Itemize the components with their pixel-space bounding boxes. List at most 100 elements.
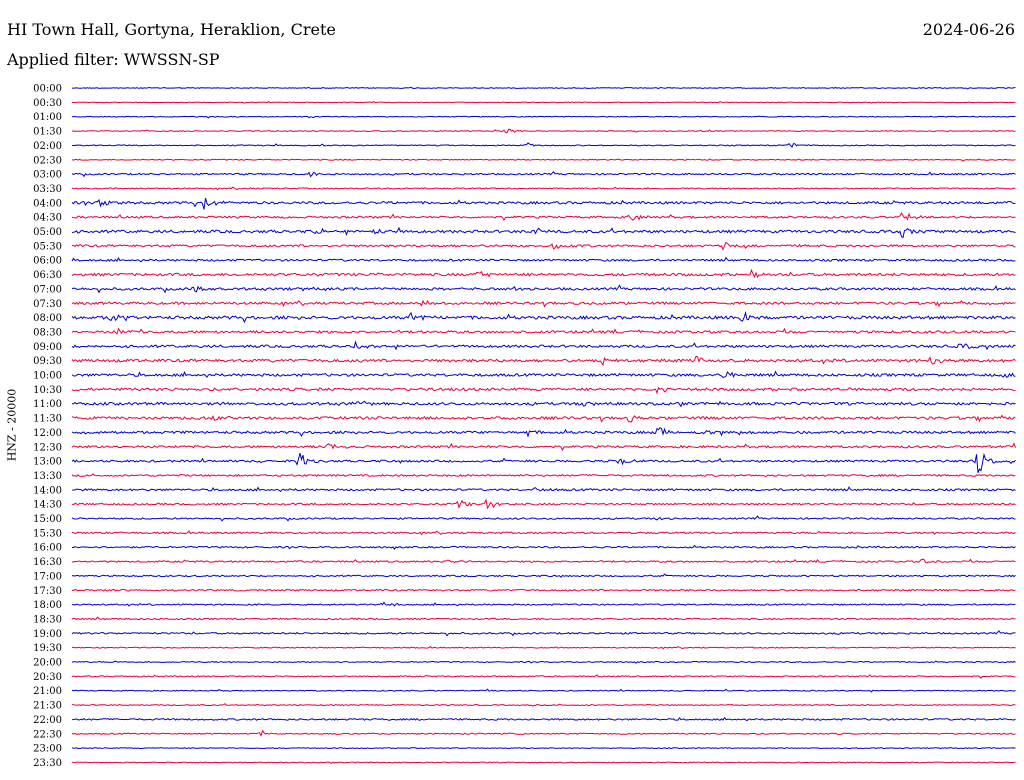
row-label: 07:00: [33, 284, 62, 295]
row-label: 04:00: [33, 198, 62, 209]
row-label: 13:00: [33, 457, 62, 468]
row-label: 11:00: [33, 399, 62, 410]
trace-row-0900: [71, 340, 1016, 351]
trace-row-2130: [71, 703, 1016, 707]
trace-row-0200: [71, 142, 1016, 149]
row-label: 23:00: [33, 744, 62, 755]
trace-row-1300: [71, 452, 1016, 474]
trace-row-0530: [71, 241, 1016, 251]
trace-row-0630: [71, 268, 1016, 279]
trace-row-0300: [71, 171, 1016, 178]
trace-row-2330: [71, 761, 1016, 764]
trace-row-0600: [71, 256, 1016, 263]
trace-row-0500: [71, 226, 1016, 239]
trace-row-1630: [71, 558, 1016, 564]
trace-row-1500: [71, 515, 1016, 522]
trace-row-2230: [71, 729, 1016, 737]
trace-row-0730: [71, 299, 1016, 308]
trace-row-1100: [71, 400, 1016, 408]
trace-row-0930: [71, 355, 1016, 367]
row-label: 17:00: [33, 571, 62, 582]
trace-row-0800: [71, 311, 1016, 324]
row-label: 13:30: [33, 471, 62, 482]
trace-row-1430: [71, 498, 1016, 510]
trace-row-0700: [71, 284, 1016, 294]
trace-row-0100: [71, 115, 1016, 119]
trace-rows: [71, 86, 1016, 764]
plot-date: 2024-06-26: [922, 20, 1015, 39]
trace-row-1130: [71, 414, 1016, 423]
row-label: 17:30: [33, 586, 62, 597]
row-label: 06:30: [33, 270, 62, 281]
trace-row-0330: [71, 186, 1016, 191]
row-label: 07:30: [33, 299, 62, 310]
trace-row-1330: [71, 473, 1016, 478]
row-label: 09:00: [33, 342, 62, 353]
trace-row-1030: [71, 386, 1016, 395]
row-label: 06:00: [33, 256, 62, 267]
trace-row-1800: [71, 601, 1016, 607]
trace-row-0430: [71, 212, 1016, 222]
row-label: 04:30: [33, 213, 62, 224]
row-label: 05:30: [33, 241, 62, 252]
row-label: 12:30: [33, 442, 62, 453]
trace-row-2200: [71, 716, 1016, 722]
trace-row-2000: [71, 660, 1016, 664]
trace-row-1830: [71, 616, 1016, 621]
trace-row-1200: [71, 427, 1016, 438]
trace-row-1400: [71, 486, 1016, 493]
row-label: 21:30: [33, 701, 62, 712]
row-label: 10:00: [33, 371, 62, 382]
row-label: 18:00: [33, 600, 62, 611]
trace-row-1900: [71, 630, 1016, 637]
trace-row-2030: [71, 674, 1016, 679]
row-label: 16:30: [33, 557, 62, 568]
trace-row-1530: [71, 530, 1016, 536]
row-label: 09:30: [33, 356, 62, 367]
row-label: 19:30: [33, 643, 62, 654]
trace-row-2100: [71, 688, 1016, 693]
row-label: 18:30: [33, 614, 62, 625]
trace-row-1230: [71, 442, 1016, 452]
row-label: 14:00: [33, 485, 62, 496]
trace-row-2300: [71, 747, 1016, 750]
row-label: 00:00: [33, 84, 62, 95]
trace-row-0130: [71, 128, 1016, 134]
trace-row-0830: [71, 327, 1016, 335]
row-label: 03:00: [33, 170, 62, 181]
row-label: 08:00: [33, 313, 62, 324]
time-labels: 00:00 00:30 01:00 01:30 02:00 02:30 03:00 03:30…: [33, 84, 62, 769]
row-label: 05:00: [33, 227, 62, 238]
row-label: 02:30: [33, 155, 62, 166]
trace-row-1600: [71, 544, 1016, 551]
row-label: 23:30: [33, 758, 62, 769]
row-label: 16:00: [33, 543, 62, 554]
row-label: 03:30: [33, 184, 62, 195]
row-label: 11:30: [33, 414, 62, 425]
row-label: 22:30: [33, 729, 62, 740]
row-label: 12:00: [33, 428, 62, 439]
trace-row-1930: [71, 645, 1016, 650]
trace-row-0000: [71, 86, 1016, 90]
trace-row-0230: [71, 158, 1016, 162]
row-label: 00:30: [33, 98, 62, 109]
row-label: 14:30: [33, 500, 62, 511]
trace-row-1000: [71, 370, 1016, 379]
trace-row-0030: [71, 100, 1016, 104]
row-label: 10:30: [33, 385, 62, 396]
trace-row-1730: [71, 588, 1016, 592]
row-label: 21:00: [33, 686, 62, 697]
row-label: 20:00: [33, 658, 62, 669]
trace-row-0400: [71, 198, 1016, 210]
row-label: 01:00: [33, 112, 62, 123]
filter-label: Applied filter: WWSSN-SP: [7, 50, 220, 69]
row-label: 15:30: [33, 528, 62, 539]
row-label: 02:00: [33, 141, 62, 152]
row-label: 15:00: [33, 514, 62, 525]
row-label: 20:30: [33, 672, 62, 683]
row-label: 01:30: [33, 127, 62, 138]
row-label: 22:00: [33, 715, 62, 726]
trace-row-1700: [71, 573, 1016, 578]
row-label: 08:30: [33, 327, 62, 338]
station-title: HI Town Hall, Gortyna, Heraklion, Crete: [7, 20, 336, 39]
